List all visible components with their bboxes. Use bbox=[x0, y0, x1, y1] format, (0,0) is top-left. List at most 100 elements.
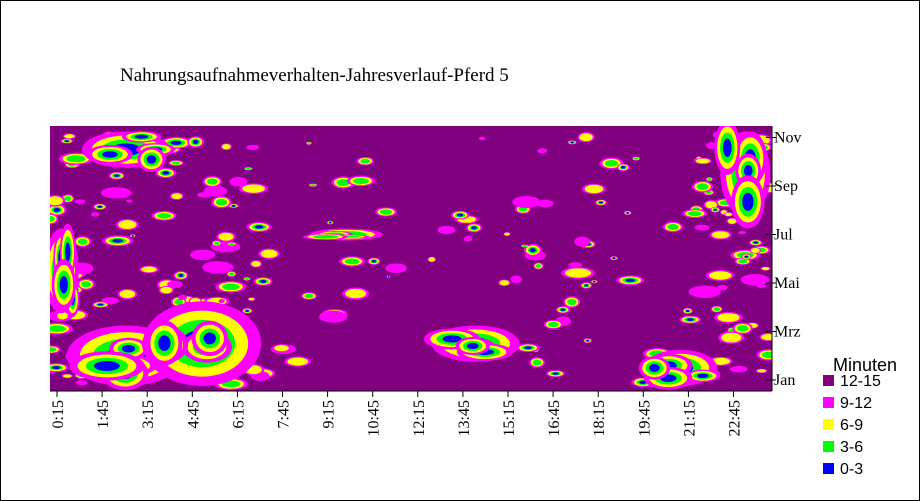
heatmap-cell bbox=[215, 198, 228, 206]
heatmap-cell bbox=[536, 199, 554, 208]
heatmap-cell bbox=[696, 373, 709, 378]
heatmap-cell bbox=[695, 158, 710, 164]
heatmap-cell bbox=[387, 275, 390, 278]
heatmap-plot bbox=[50, 126, 772, 391]
x-tick-label: 13:45 bbox=[456, 400, 473, 436]
heatmap-cell bbox=[121, 344, 136, 353]
heatmap-cell bbox=[158, 335, 171, 351]
heatmap-cell bbox=[524, 346, 533, 350]
legend-label: 9-12 bbox=[840, 395, 872, 412]
heatmap-cell bbox=[584, 284, 589, 287]
heatmap-cell bbox=[307, 142, 311, 145]
heatmap-cell bbox=[707, 178, 712, 181]
x-tick-label: 6:15 bbox=[230, 400, 247, 428]
heatmap-cell bbox=[171, 161, 181, 165]
heatmap-cell bbox=[696, 183, 709, 190]
heatmap-cell bbox=[716, 284, 728, 291]
heatmap-cell bbox=[512, 196, 541, 209]
heatmap-cell bbox=[598, 201, 603, 204]
y-axis-ticks: Jan Mrz Mai Jul Sep Nov bbox=[766, 130, 802, 389]
heatmap-cell bbox=[574, 236, 591, 247]
heatmap-cell bbox=[625, 278, 636, 283]
y-tick-label: Mrz bbox=[774, 324, 801, 341]
x-tick-label: 10:45 bbox=[366, 400, 383, 436]
heatmap-cell bbox=[705, 142, 718, 149]
heatmap-cell bbox=[248, 297, 255, 301]
heatmap-cell bbox=[112, 238, 124, 243]
heatmap-cell bbox=[722, 138, 732, 157]
heatmap-cell bbox=[604, 160, 619, 167]
heatmap-cell bbox=[91, 212, 100, 217]
heatmap-cell bbox=[621, 166, 626, 169]
y-tick-label: Sep bbox=[774, 178, 798, 195]
heatmap-cell bbox=[221, 380, 241, 388]
x-tick-label: 19:45 bbox=[636, 400, 653, 436]
heatmap-cell bbox=[229, 176, 248, 187]
heatmap-cell bbox=[345, 288, 367, 299]
heatmap-cell bbox=[57, 312, 68, 320]
heatmap-cell bbox=[197, 192, 212, 198]
x-tick-label: 12:15 bbox=[411, 400, 428, 436]
heatmap-cell bbox=[499, 280, 510, 286]
x-tick-label: 18:15 bbox=[591, 400, 608, 436]
heatmap-cell bbox=[50, 196, 63, 206]
heatmap-cell bbox=[336, 179, 351, 186]
legend-swatch bbox=[823, 419, 834, 430]
x-tick-label: 21:15 bbox=[681, 400, 698, 436]
heatmap-cell bbox=[134, 134, 149, 139]
heatmap-cell bbox=[612, 257, 616, 260]
heatmap-cell bbox=[65, 242, 71, 262]
heatmap-cell bbox=[529, 248, 536, 253]
heatmap-cell bbox=[736, 325, 749, 332]
heatmap-cell bbox=[478, 136, 486, 141]
legend-label: 6-9 bbox=[840, 417, 863, 434]
heatmap-cell bbox=[522, 245, 527, 248]
heatmap-cell bbox=[567, 298, 577, 306]
heatmap-cell bbox=[753, 241, 758, 244]
heatmap-cell bbox=[62, 374, 72, 378]
heatmap-cell bbox=[437, 225, 456, 235]
heatmap-cell bbox=[705, 201, 717, 209]
heatmap-cell bbox=[649, 363, 660, 372]
heatmap-cell bbox=[146, 155, 157, 164]
heatmap-cell bbox=[310, 184, 316, 187]
heatmap-cell bbox=[260, 249, 278, 258]
legend-swatch bbox=[823, 463, 834, 474]
y-tick-label: Mai bbox=[774, 275, 800, 292]
heatmap-cell bbox=[50, 215, 55, 222]
heatmap-cell bbox=[504, 232, 510, 236]
heatmap-cell bbox=[178, 273, 184, 277]
x-tick-label: 15:15 bbox=[501, 400, 518, 436]
heatmap-cell bbox=[312, 235, 339, 239]
heatmap-cell bbox=[81, 281, 91, 288]
heatmap-cell bbox=[202, 261, 234, 274]
heatmap-cell bbox=[167, 280, 183, 289]
heatmap-cell bbox=[686, 318, 694, 322]
heatmap-cell bbox=[189, 249, 216, 261]
x-tick-label: 0:15 bbox=[50, 400, 67, 428]
heatmap-cell bbox=[254, 225, 264, 229]
heatmap-cell bbox=[218, 232, 234, 241]
heatmap-cell bbox=[162, 171, 170, 175]
x-tick-label: 1:45 bbox=[95, 400, 112, 428]
heatmap-cell bbox=[738, 259, 748, 264]
heatmap-cell bbox=[711, 231, 730, 239]
heatmap-cell bbox=[727, 218, 737, 224]
heatmap-cell bbox=[259, 279, 267, 283]
heatmap-cell bbox=[171, 193, 183, 200]
heatmap-cell bbox=[740, 274, 770, 286]
heatmap-cell bbox=[568, 262, 583, 268]
heatmap-cell bbox=[97, 205, 103, 208]
heatmap-cell bbox=[64, 134, 75, 139]
heatmap-cell bbox=[174, 298, 183, 305]
heatmap-cell bbox=[371, 259, 377, 263]
heatmap-cell bbox=[213, 241, 220, 245]
heatmap-cell bbox=[94, 360, 120, 371]
legend-swatch bbox=[823, 441, 834, 452]
heatmap-cell bbox=[246, 144, 260, 150]
x-tick-label: 4:45 bbox=[185, 400, 202, 428]
heatmap-cell bbox=[552, 372, 559, 375]
heatmap-cell bbox=[685, 309, 690, 312]
heatmap-cell bbox=[319, 310, 348, 323]
x-tick-label: 16:45 bbox=[546, 400, 563, 436]
